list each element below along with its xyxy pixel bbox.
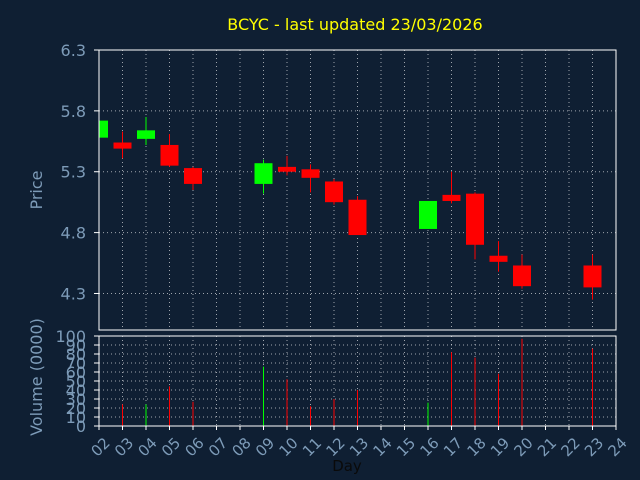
x-axis-label: Day (332, 457, 362, 475)
candle-body (583, 265, 602, 288)
candle-16 (419, 200, 437, 229)
candle-body (489, 255, 508, 262)
volume-tick-label: 90 (66, 336, 86, 355)
volume-tick-label: 50 (66, 372, 86, 391)
candle-body (160, 144, 179, 166)
candle-04 (137, 116, 155, 145)
candle-body (184, 168, 202, 184)
candle-02 (98, 116, 108, 142)
candle-body (348, 199, 367, 236)
candle-body (99, 120, 108, 138)
price-plot-frame (98, 49, 617, 331)
candle-body (137, 130, 155, 139)
volume-tick-label: 10 (66, 408, 86, 427)
candle-06 (184, 166, 202, 190)
price-y-ticks: 4.3 4.8 5.3 5.8 6.3 (61, 41, 99, 303)
candle-body (113, 142, 132, 149)
candle-17 (442, 171, 461, 204)
candle-body (513, 265, 531, 287)
chart-title: BCYC - last updated 23/03/2026 (227, 15, 482, 34)
price-tick-label: 6.3 (61, 41, 86, 60)
candle-09 (254, 159, 273, 194)
candle-23 (583, 254, 602, 300)
candle-body (466, 193, 484, 245)
volume-tick-label: 80 (66, 345, 86, 364)
price-axis-label: Price (27, 170, 46, 209)
price-panel: 4.3 4.8 5.3 5.8 6.3 (61, 41, 617, 331)
volume-tick-label: 0 (76, 417, 86, 436)
candle-body (278, 166, 296, 172)
candle-body (419, 200, 437, 229)
volume-axis-label: Volume (0000) (27, 318, 46, 436)
price-tick-label: 5.8 (61, 102, 86, 121)
volume-tick-label: 100 (55, 327, 86, 346)
volume-bar-series (122, 338, 593, 426)
candle-11 (301, 164, 320, 193)
price-tick-label: 5.3 (61, 163, 86, 182)
candle-body (254, 163, 273, 184)
candle-18 (466, 192, 484, 260)
candle-13 (348, 196, 367, 236)
candle-body (301, 169, 320, 178)
price-tick-label: 4.8 (61, 224, 86, 243)
candle-body (325, 181, 343, 203)
volume-tick-label: 70 (66, 354, 86, 373)
candle-12 (325, 179, 343, 205)
price-tick-label: 4.3 (61, 284, 86, 303)
volume-tick-label: 40 (66, 381, 86, 400)
candle-03 (113, 131, 132, 159)
candle-19 (489, 241, 508, 272)
volume-tick-label: 60 (66, 363, 86, 382)
volume-tick-label: 30 (66, 390, 86, 409)
candlestick-series (98, 116, 602, 300)
volume-tick-label: 20 (66, 399, 86, 418)
candle-10 (278, 155, 296, 176)
candle-20 (513, 254, 531, 289)
candle-05 (160, 134, 179, 167)
candle-body (442, 194, 461, 201)
